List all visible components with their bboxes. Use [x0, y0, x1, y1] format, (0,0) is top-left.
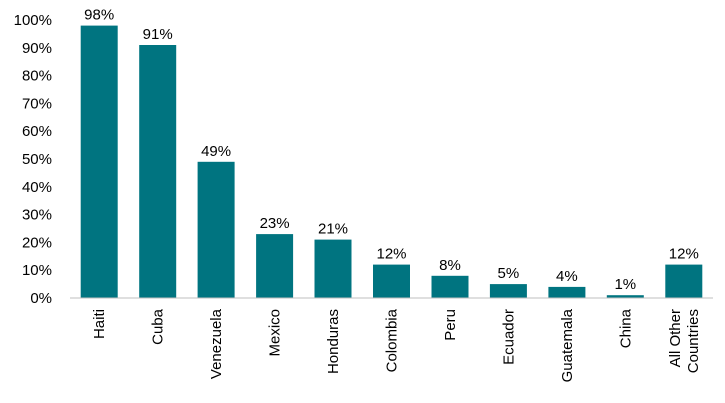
y-axis: 0% 10% 20% 30% 40% 50% 60% 70% 80% 90% 100% [14, 12, 52, 307]
y-tick-label: 0% [30, 290, 52, 307]
data-label: 5% [498, 265, 520, 282]
category-label: Peru [442, 309, 459, 341]
category-label: Haiti [91, 309, 108, 339]
data-label: 4% [556, 268, 578, 285]
bar [314, 239, 352, 298]
y-tick-label: 100% [14, 12, 52, 29]
data-label: 12% [376, 246, 406, 263]
y-tick-label: 60% [22, 123, 52, 140]
category-label: Guatemala [559, 308, 576, 382]
y-tick-label: 20% [22, 234, 52, 251]
category-label-line: Ecuador [500, 309, 517, 365]
bar [606, 295, 644, 298]
category-label: Cuba [150, 308, 167, 345]
category-label: Venezuela [208, 308, 225, 379]
category-label: Ecuador [500, 309, 517, 365]
category-label-line: China [617, 308, 634, 348]
bar [665, 264, 703, 298]
x-axis: Haiti Cuba Venezuela Mexico Honduras Colombia… [70, 297, 713, 382]
category-label: Honduras [325, 309, 342, 374]
data-label: 91% [143, 26, 173, 43]
category-label: Mexico [267, 309, 284, 357]
bar [489, 284, 527, 298]
bar [373, 264, 410, 298]
bar [431, 275, 469, 298]
y-tick-label: 10% [22, 262, 52, 279]
y-tick-label: 30% [22, 207, 52, 224]
category-label-line: Cuba [150, 308, 167, 345]
category-label: All Other Countries [667, 309, 702, 373]
y-tick-label: 40% [22, 179, 52, 196]
y-tick-label: 80% [22, 68, 52, 85]
y-tick-label: 90% [22, 40, 52, 57]
data-labels: 98% 91% 49% 23% 21% 12% 8% 5% 4% 1% 12% [84, 7, 699, 294]
data-label: 21% [318, 221, 348, 238]
category-label-line: All Other [667, 309, 684, 367]
category-label-line: Colombia [384, 308, 401, 372]
bar [197, 161, 235, 298]
data-label: 23% [260, 215, 290, 232]
data-label: 98% [84, 7, 114, 24]
bar [139, 45, 177, 298]
bar [256, 234, 294, 298]
data-label: 49% [201, 143, 231, 160]
y-tick-label: 50% [22, 151, 52, 168]
data-label: 8% [439, 257, 461, 274]
category-label-line: Honduras [325, 309, 342, 374]
bars [80, 25, 703, 298]
category-label: Colombia [384, 308, 401, 372]
data-label: 1% [614, 276, 636, 293]
category-label-line: Venezuela [208, 308, 225, 379]
data-label: 12% [669, 246, 699, 263]
bar [548, 286, 586, 298]
category-label-line: Haiti [91, 309, 108, 339]
bar [80, 25, 118, 298]
category-label-line: Countries [685, 309, 702, 373]
category-label-line: Guatemala [559, 308, 576, 382]
category-label-line: Mexico [267, 309, 284, 357]
category-label: China [617, 308, 634, 348]
y-tick-label: 70% [22, 95, 52, 112]
category-label-line: Peru [442, 309, 459, 341]
